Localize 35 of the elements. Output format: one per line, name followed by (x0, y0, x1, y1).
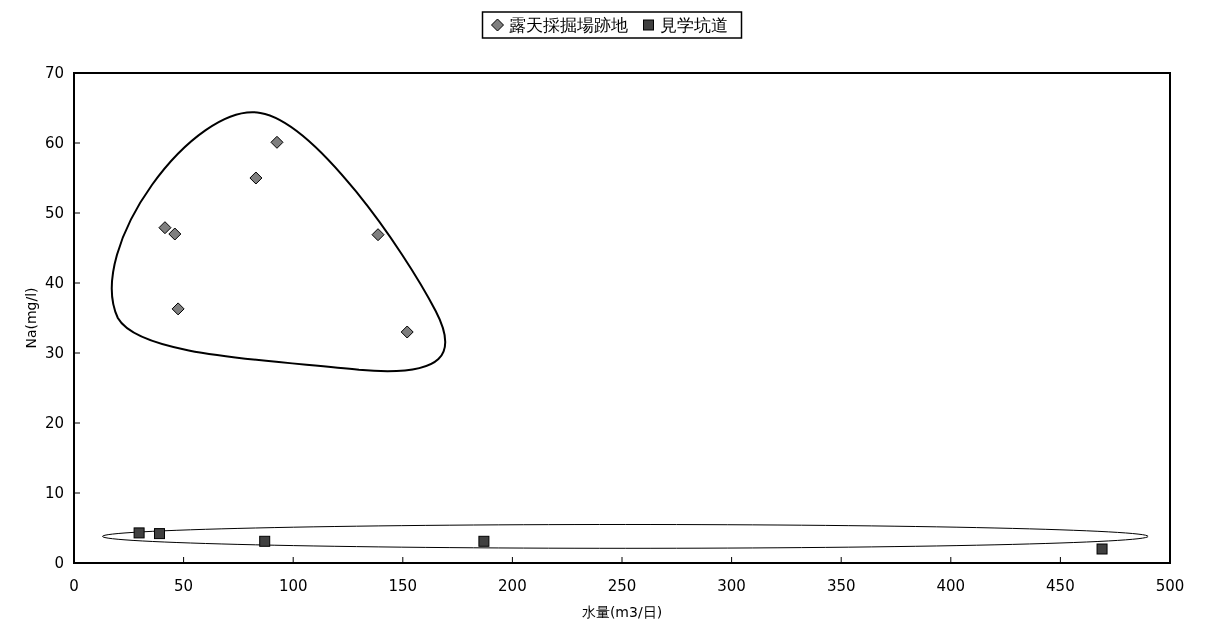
y-tick-label: 70 (44, 64, 64, 82)
point (371, 228, 385, 242)
y-tick-label: 0 (54, 554, 64, 572)
x-tick-label: 250 (607, 577, 637, 595)
x-axis-title: 水量(m3/日) (581, 604, 663, 620)
point (478, 535, 490, 547)
point (133, 527, 145, 539)
y-tick-label: 40 (44, 274, 64, 292)
point (1096, 543, 1108, 555)
x-tick-label: 100 (278, 577, 308, 595)
y-tick-label: 10 (44, 484, 64, 502)
legend-label: 露天採掘場跡地 (508, 15, 628, 35)
x-tick-label: 0 (69, 577, 79, 595)
x-tick-label: 300 (717, 577, 746, 595)
point (270, 135, 284, 149)
x-tick-label: 50 (174, 577, 194, 595)
x-tick-label: 450 (1046, 577, 1075, 595)
point (153, 528, 165, 540)
y-tick-label: 20 (44, 414, 64, 432)
x-tick-label: 400 (936, 577, 966, 595)
x-tick-label: 350 (826, 577, 856, 595)
y-tick-label: 60 (44, 134, 64, 152)
point (400, 325, 414, 339)
y-tick-label: 30 (44, 344, 64, 362)
point (259, 535, 271, 547)
point (168, 227, 182, 241)
x-tick-label: 500 (1155, 577, 1185, 595)
x-tick-label: 150 (388, 577, 418, 595)
point (249, 171, 263, 185)
point (158, 221, 172, 235)
legend-label: 見学坑道 (659, 15, 728, 35)
point (171, 302, 185, 316)
y-tick-label: 50 (44, 204, 64, 222)
x-tick-label: 200 (498, 577, 527, 595)
y-axis-title: Na(mg/l) (23, 287, 39, 349)
